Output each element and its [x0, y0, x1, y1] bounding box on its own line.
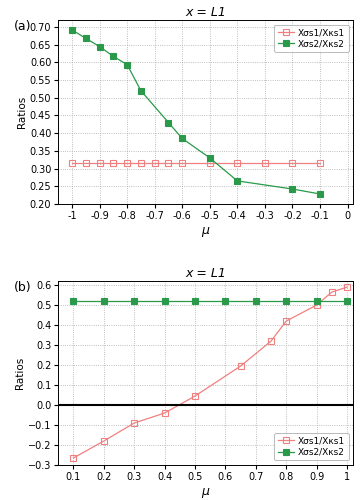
Line: Xσs2/Xκs2: Xσs2/Xκs2: [69, 27, 323, 197]
Xσs1/Xκs1: [314, 302, 319, 308]
Y-axis label: Ratios: Ratios: [15, 357, 25, 389]
X-axis label: μ: μ: [202, 224, 210, 236]
Text: (a): (a): [14, 20, 32, 33]
Xσs2/Xκs2: [314, 298, 319, 304]
Xσs1/Xκs1: [330, 289, 334, 295]
Xσs2/Xκs2: [132, 298, 136, 304]
Xσs1/Xκs1: [193, 393, 197, 399]
Xσs2/Xκs2: [98, 44, 102, 50]
Xσs1/Xκs1: [162, 410, 167, 416]
Xσs2/Xκs2: [254, 298, 258, 304]
Xσs2/Xκs2: [111, 54, 115, 60]
Xσs1/Xκs1: [180, 160, 185, 166]
Xσs2/Xκs2: [84, 36, 88, 42]
Xσs1/Xκs1: [153, 160, 157, 166]
Xσs2/Xκs2: [70, 27, 74, 33]
Xσs2/Xκs2: [318, 191, 322, 197]
Xσs2/Xκs2: [223, 298, 228, 304]
Xσs1/Xκs1: [139, 160, 143, 166]
Xσs1/Xκs1: [284, 318, 288, 324]
Xσs2/Xκs2: [284, 298, 288, 304]
Xσs1/Xκs1: [98, 160, 102, 166]
Xσs1/Xκs1: [238, 363, 243, 369]
Xσs1/Xκs1: [235, 160, 240, 166]
Xσs1/Xκs1: [102, 438, 106, 444]
Xσs1/Xκs1: [318, 160, 322, 166]
Xσs2/Xκs2: [162, 298, 167, 304]
Xσs2/Xκs2: [166, 120, 171, 126]
Xσs1/Xκs1: [290, 160, 294, 166]
Line: Xσs1/Xκs1: Xσs1/Xκs1: [70, 284, 350, 461]
Xσs1/Xκs1: [125, 160, 129, 166]
Xσs2/Xκs2: [193, 298, 197, 304]
Xσs2/Xκs2: [125, 62, 129, 68]
Xσs1/Xκs1: [111, 160, 115, 166]
Xσs2/Xκs2: [102, 298, 106, 304]
Xσs1/Xκs1: [269, 338, 273, 344]
Xσs1/Xκs1: [263, 160, 267, 166]
Xσs2/Xκs2: [180, 136, 185, 141]
Xσs1/Xκs1: [132, 420, 136, 426]
Xσs1/Xκs1: [71, 455, 76, 461]
Title: x = L1: x = L1: [185, 267, 226, 280]
Y-axis label: Ratios: Ratios: [17, 96, 27, 128]
Xσs2/Xκs2: [235, 178, 240, 184]
Title: x = L1: x = L1: [185, 6, 226, 19]
Xσs1/Xκs1: [70, 160, 74, 166]
Xσs2/Xκs2: [139, 88, 143, 94]
Xσs2/Xκs2: [71, 298, 76, 304]
Line: Xσs2/Xκs2: Xσs2/Xκs2: [70, 298, 350, 304]
Xσs1/Xκs1: [345, 284, 349, 290]
Text: (b): (b): [14, 281, 32, 294]
Xσs1/Xκs1: [207, 160, 212, 166]
Xσs2/Xκs2: [290, 186, 294, 192]
Xσs2/Xκs2: [207, 155, 212, 161]
Line: Xσs1/Xκs1: Xσs1/Xκs1: [69, 160, 323, 166]
Xσs1/Xκs1: [166, 160, 171, 166]
Legend: Xσs1/Xκs1, Xσs2/Xκs2: Xσs1/Xκs1, Xσs2/Xκs2: [274, 24, 349, 52]
Xσs2/Xκs2: [345, 298, 349, 304]
X-axis label: μ: μ: [202, 484, 210, 498]
Legend: Xσs1/Xκs1, Xσs2/Xκs2: Xσs1/Xκs1, Xσs2/Xκs2: [274, 433, 349, 460]
Xσs1/Xκs1: [84, 160, 88, 166]
